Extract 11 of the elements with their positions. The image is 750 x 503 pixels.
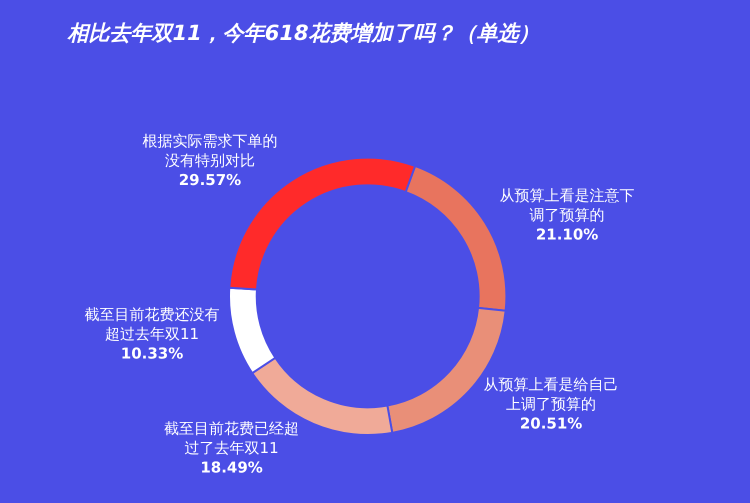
data-label: 20.51% (520, 414, 582, 432)
slice-label: 从预算上看是注意下调了预算的 (500, 186, 635, 224)
slice-label: 截至目前花费还没有超过去年双11 (84, 306, 220, 344)
data-label: 21.10% (536, 225, 598, 244)
slice-label: 根据实际需求下单的没有特别对比 (142, 132, 278, 170)
data-label: 29.57% (178, 170, 242, 189)
slice-label: 截至目前花费已经超过了去年双11 (164, 420, 300, 458)
data-label: 18.49% (200, 458, 263, 477)
slice-label: 从预算上看是给自己上调了预算的 (484, 375, 619, 413)
chart-title: 相比去年双11，今年618花费增加了吗？（单选） (66, 20, 540, 45)
data-label: 10.33% (120, 344, 184, 363)
